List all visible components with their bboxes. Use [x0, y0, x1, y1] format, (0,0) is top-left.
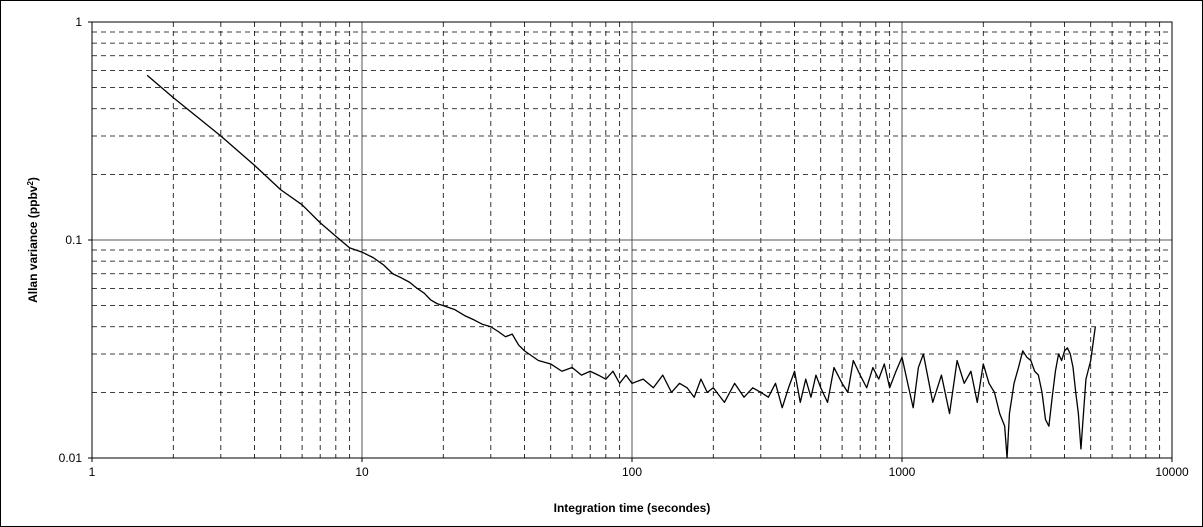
grid [92, 22, 1172, 458]
y-tick-label: 1 [75, 15, 82, 29]
x-axis-title: Integration time (secondes) [554, 501, 711, 515]
y-axis-title: Allan variance (ppbv2) [26, 177, 41, 303]
x-tick-label: 1000 [889, 465, 916, 479]
y-axis-title-end: ) [26, 177, 40, 181]
x-tick-label: 100 [622, 465, 642, 479]
y-tick-label: 0.1 [65, 233, 82, 247]
y-axis-title-text: Allan variance (ppbv [26, 185, 40, 303]
x-tick-label: 1 [89, 465, 96, 479]
x-tick-label: 10000 [1155, 465, 1189, 479]
series-line [147, 75, 1095, 458]
tick-labels: 1 10 100 1000 10000 0.01 0.1 1 [59, 15, 1189, 479]
x-tick-label: 10 [355, 465, 369, 479]
y-tick-label: 0.01 [59, 451, 83, 465]
